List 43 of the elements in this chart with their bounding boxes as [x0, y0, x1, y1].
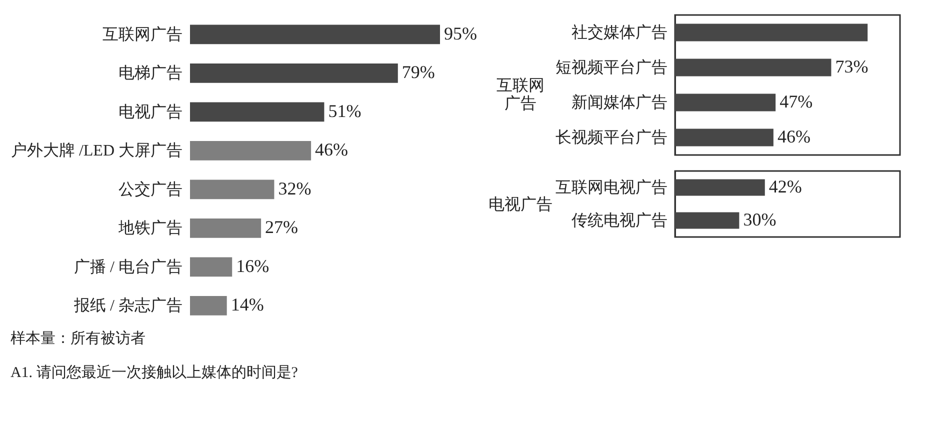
y-tick-label: 报纸 / 杂志广告: [73, 296, 182, 315]
data-label: 79%: [402, 62, 435, 82]
data-label: 47%: [780, 92, 813, 112]
y-tick-label: 公交广告: [118, 180, 182, 198]
data-label: 51%: [328, 100, 362, 121]
bar: [675, 128, 774, 146]
bar: [190, 257, 232, 277]
bar: [675, 58, 832, 76]
y-tick-label: 电视广告: [118, 102, 182, 121]
data-label: 46%: [315, 140, 348, 160]
data-label: 46%: [777, 126, 810, 146]
data-label: 16%: [236, 256, 270, 276]
bar: [190, 24, 440, 44]
data-label: 30%: [743, 210, 776, 230]
data-label: 95%: [444, 23, 477, 44]
bar: [190, 140, 312, 160]
data-label: 27%: [265, 217, 298, 238]
y-tick-label: 电梯广告: [118, 64, 182, 82]
bar: [190, 180, 274, 200]
bar: [190, 218, 262, 238]
y-tick-label: 短视频平台广告: [556, 58, 668, 76]
data-label: 73%: [835, 56, 868, 76]
bar: [190, 102, 324, 122]
y-axis-title: 电视广告: [488, 196, 552, 214]
y-tick-label: 新闻媒体广告: [572, 94, 668, 112]
y-tick-label: 互联网广告: [102, 25, 182, 44]
text: A1. 请问您最近一次接触以上媒体的时间是?: [10, 364, 298, 381]
y-tick-label: 广播 / 电台广告: [74, 258, 182, 276]
y-tick-label: 社交媒体广告: [572, 24, 668, 42]
bar: [190, 63, 398, 83]
text: 样本量：所有被访者: [10, 330, 146, 347]
bar: [190, 296, 227, 316]
bar: [675, 24, 868, 42]
bar: [675, 94, 776, 112]
y-tick-label: 传统电视广告: [572, 212, 668, 230]
y-axis-title: 互联网广告: [496, 76, 544, 112]
data-label: 32%: [278, 178, 312, 198]
y-tick-label: 长视频平台广告: [556, 128, 668, 146]
data-label: 14%: [230, 294, 264, 315]
y-tick-label: 互联网电视广告: [556, 178, 668, 196]
y-tick-label: 户外大牌 /LED 大屏广告: [10, 142, 182, 160]
data-label: 42%: [768, 176, 802, 196]
y-tick-label: 地铁广告: [118, 219, 182, 238]
